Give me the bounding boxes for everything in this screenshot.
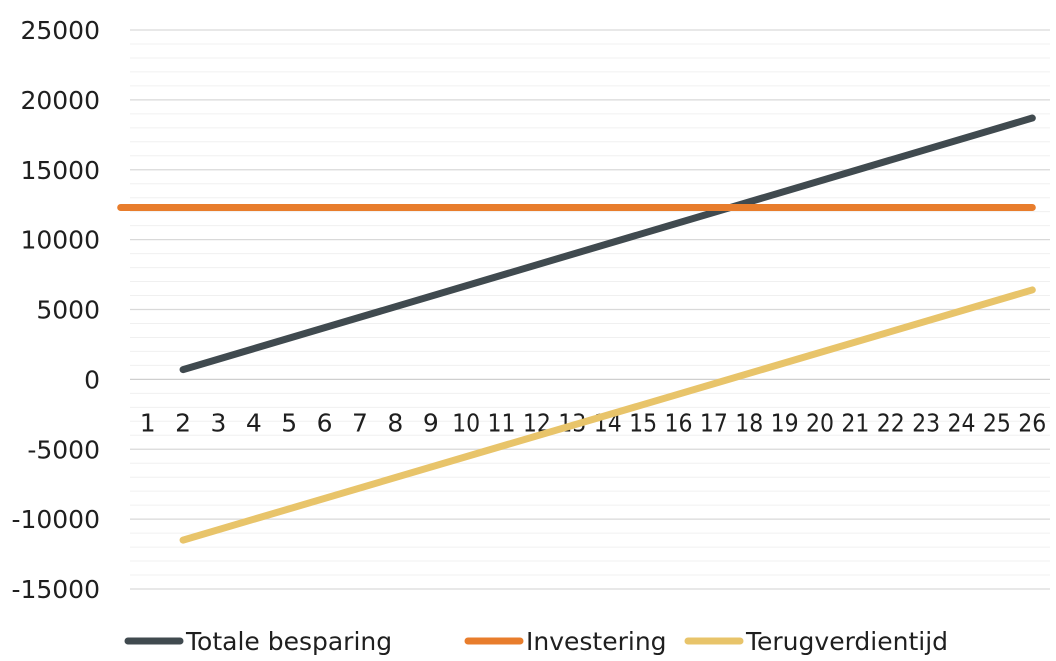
y-tick-label: 5000	[36, 296, 100, 325]
legend: Totale besparing Investering Terugverdient…	[124, 627, 948, 656]
y-tick-label: 10000	[20, 226, 100, 255]
x-tick-label: 3	[211, 408, 227, 437]
x-tick-label: 9	[423, 408, 439, 437]
x-tick-label: 15	[629, 408, 657, 437]
y-tick-label: 0	[84, 365, 100, 394]
y-tick-label: 25000	[20, 16, 100, 45]
legend-label: Terugverdientijd	[745, 627, 948, 656]
y-tick-label: 20000	[20, 86, 100, 115]
y-tick-label: 15000	[20, 156, 100, 185]
y-axis-tick-labels: 25000 20000 15000 10000 5000 0 -5000 -10000 -150…	[11, 16, 100, 604]
x-tick-label: 8	[387, 408, 403, 437]
x-tick-label: 18	[735, 408, 763, 437]
legend-label: Totale besparing	[185, 627, 392, 656]
x-tick-label: 16	[664, 408, 692, 437]
x-tick-label: 25	[983, 408, 1011, 437]
y-tick-label: -5000	[27, 435, 100, 464]
x-tick-label: 21	[841, 408, 869, 437]
x-tick-label: 17	[700, 408, 728, 437]
x-tick-label: 10	[452, 408, 480, 437]
y-tick-label: -15000	[11, 575, 100, 604]
x-tick-label: 19	[771, 408, 799, 437]
x-tick-label: 7	[352, 408, 368, 437]
x-tick-label: 4	[246, 408, 262, 437]
x-tick-label: 20	[806, 408, 834, 437]
x-tick-label: 2	[175, 408, 191, 437]
minor-gridlines	[130, 43, 1050, 576]
x-tick-label: 24	[948, 408, 976, 437]
x-tick-label: 6	[317, 408, 333, 437]
x-tick-label: 11	[488, 408, 516, 437]
series-line	[179, 286, 1036, 544]
y-tick-label: -10000	[11, 505, 100, 534]
x-tick-label: 26	[1018, 408, 1046, 437]
x-tick-label: 5	[281, 408, 297, 437]
x-tick-label: 23	[912, 408, 940, 437]
major-gridlines	[130, 29, 1050, 590]
x-tick-label: 22	[877, 408, 905, 437]
series-lines	[117, 114, 1036, 544]
series-line	[179, 114, 1036, 374]
legend-label: Investering	[526, 627, 667, 656]
x-tick-label: 1	[140, 408, 156, 437]
